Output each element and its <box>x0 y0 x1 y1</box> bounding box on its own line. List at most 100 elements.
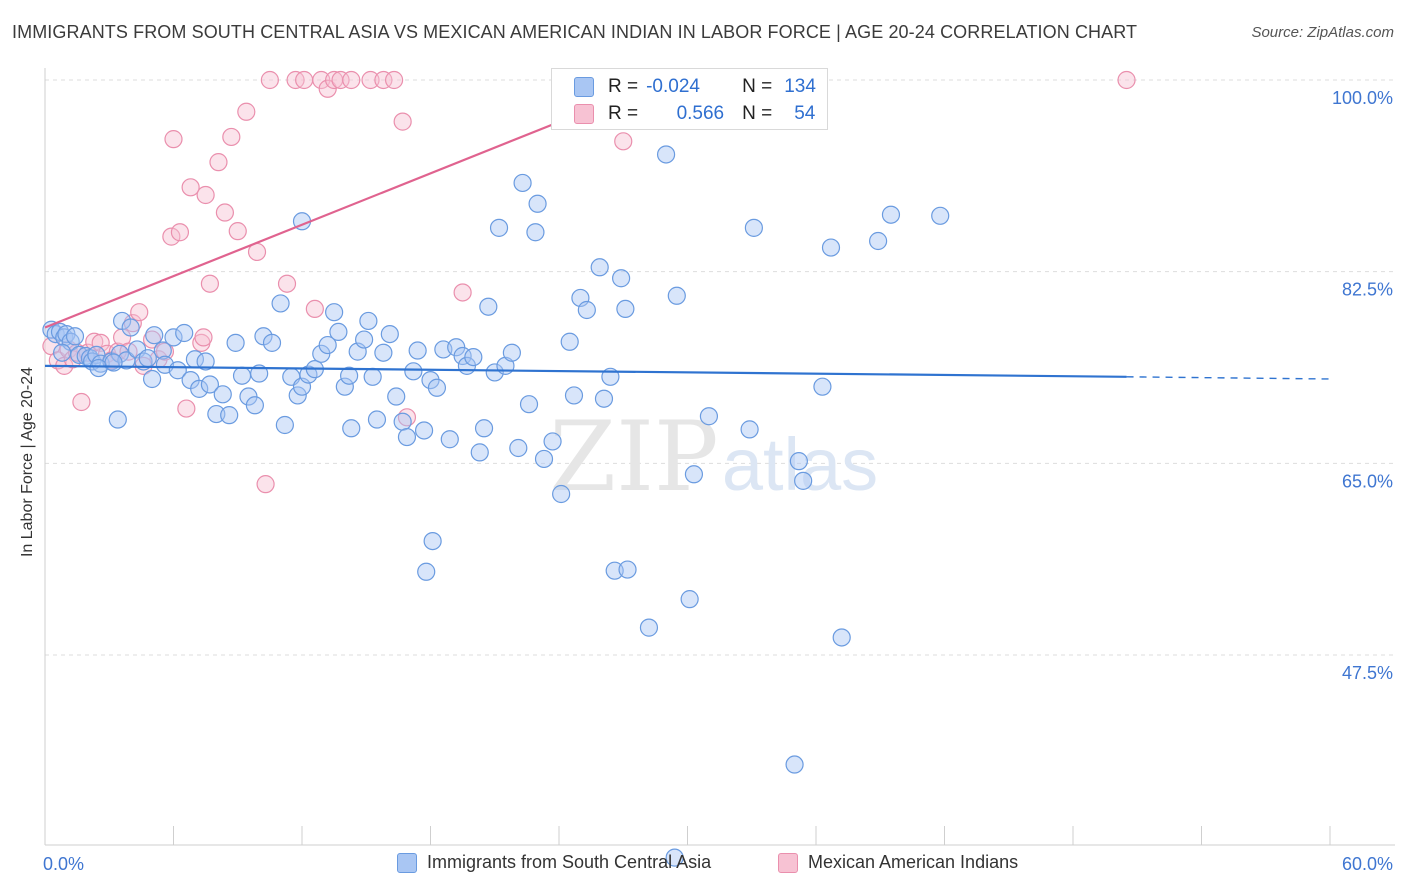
stats-row-pink: R = 0.566 N = 54 <box>574 101 815 127</box>
point-mexican-american-indians <box>209 153 228 172</box>
point-mexican-american-indians <box>215 203 234 222</box>
point-south-central-asia <box>121 318 140 337</box>
legend-label-south-central-asia: Immigrants from South Central Asia <box>427 852 712 872</box>
stats-r-value-blue: -0.024 <box>646 76 700 97</box>
point-south-central-asia <box>509 438 528 458</box>
point-south-central-asia <box>552 484 571 504</box>
point-south-central-asia <box>794 471 813 490</box>
point-mexican-american-indians <box>295 70 314 90</box>
point-south-central-asia <box>612 269 631 288</box>
point-south-central-asia <box>288 386 307 405</box>
point-mexican-american-indians <box>384 70 404 90</box>
stats-n-value-blue: 134 <box>784 76 816 97</box>
point-south-central-asia <box>408 341 427 360</box>
x-tick-label-end: 60.0% <box>1342 854 1393 874</box>
y-tick-label: 47.5% <box>1342 663 1393 683</box>
point-south-central-asia <box>427 378 447 397</box>
point-south-central-asia <box>250 364 269 383</box>
point-south-central-asia <box>869 231 888 251</box>
point-south-central-asia <box>605 561 624 580</box>
data-points <box>42 70 1136 867</box>
point-south-central-asia <box>785 755 804 774</box>
stats-swatch-blue <box>574 77 594 97</box>
point-south-central-asia <box>543 432 562 451</box>
point-south-central-asia <box>699 407 719 426</box>
watermark: ZIP atlas <box>549 401 878 513</box>
stats-r-value-pink: 0.566 <box>676 103 725 124</box>
stats-r-label: R = <box>608 103 639 124</box>
point-south-central-asia <box>881 205 901 224</box>
point-south-central-asia <box>594 389 614 408</box>
point-south-central-asia <box>502 343 521 362</box>
legend-item-mexican-american-indians: Mexican American Indians <box>778 852 1018 873</box>
point-mexican-american-indians <box>237 102 256 121</box>
bottom-legend: Immigrants from South Central Asia Mexic… <box>0 852 1406 878</box>
point-mexican-american-indians <box>453 283 472 302</box>
point-south-central-asia <box>374 343 393 362</box>
point-south-central-asia <box>474 419 494 438</box>
point-south-central-asia <box>423 531 442 551</box>
point-south-central-asia <box>145 326 164 345</box>
point-south-central-asia <box>355 330 374 349</box>
point-south-central-asia <box>393 412 412 431</box>
point-south-central-asia <box>684 465 704 484</box>
point-south-central-asia <box>226 333 245 352</box>
point-mexican-american-indians <box>305 299 324 319</box>
point-south-central-asia <box>534 449 554 469</box>
point-south-central-asia <box>414 421 434 440</box>
point-south-central-asia <box>680 590 699 609</box>
point-south-central-asia <box>813 377 832 396</box>
point-south-central-asia <box>489 218 509 237</box>
stats-n-label: N = <box>742 103 773 124</box>
point-south-central-asia <box>528 194 547 213</box>
point-south-central-asia <box>417 562 436 581</box>
point-south-central-asia <box>275 415 294 435</box>
point-mexican-american-indians <box>222 127 241 147</box>
point-south-central-asia <box>656 145 676 164</box>
watermark-zip: ZIP <box>549 401 718 513</box>
point-south-central-asia <box>207 404 226 424</box>
axes <box>44 68 1395 846</box>
point-mexican-american-indians <box>260 70 279 90</box>
point-south-central-asia <box>104 353 123 372</box>
point-south-central-asia <box>138 349 157 368</box>
point-south-central-asia <box>175 323 194 343</box>
point-mexican-american-indians <box>200 274 220 293</box>
point-mexican-american-indians <box>196 185 215 205</box>
point-south-central-asia <box>318 335 337 355</box>
trend-line-south-central-asia-extension <box>1126 376 1331 380</box>
legend-item-south-central-asia: Immigrants from South Central Asia <box>397 852 711 873</box>
point-south-central-asia <box>665 848 684 867</box>
point-south-central-asia <box>65 327 85 346</box>
point-south-central-asia <box>577 300 596 320</box>
point-south-central-asia <box>153 341 172 360</box>
point-south-central-asia <box>464 347 483 367</box>
point-south-central-asia <box>560 332 579 351</box>
stats-r-label: R = <box>608 76 639 97</box>
point-mexican-american-indians <box>1117 70 1136 90</box>
point-mexican-american-indians <box>342 70 361 90</box>
point-south-central-asia <box>245 396 264 415</box>
point-south-central-asia <box>380 324 399 344</box>
stats-legend: R = -0.024 N = 134 R = 0.566 N = 54 <box>551 68 828 130</box>
point-south-central-asia <box>789 452 808 471</box>
point-south-central-asia <box>190 379 209 398</box>
point-mexican-american-indians <box>256 475 275 494</box>
point-mexican-american-indians <box>374 70 393 90</box>
point-mexican-american-indians <box>162 227 181 246</box>
point-south-central-asia <box>440 430 459 449</box>
tick-labels: 47.5% 65.0% 82.5% 100.0% 0.0% 60.0% <box>43 88 1393 874</box>
point-south-central-asia <box>832 628 851 647</box>
point-south-central-asia <box>404 362 423 381</box>
point-south-central-asia <box>387 387 406 406</box>
point-south-central-asia <box>744 218 763 237</box>
point-mexican-american-indians <box>177 399 196 418</box>
legend-swatch-blue <box>397 852 417 873</box>
point-south-central-asia <box>232 366 252 385</box>
y-axis-label: In Labor Force | Age 20-24 <box>19 366 36 558</box>
point-south-central-asia <box>564 386 584 405</box>
point-south-central-asia <box>262 333 282 352</box>
point-south-central-asia <box>200 375 220 394</box>
point-mexican-american-indians <box>194 328 213 347</box>
